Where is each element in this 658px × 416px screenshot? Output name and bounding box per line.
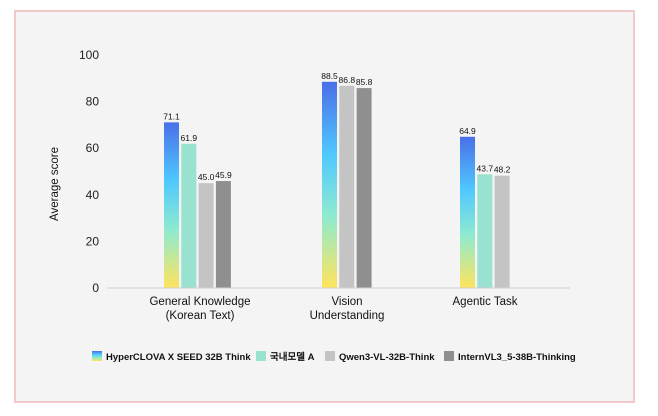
bar [322, 81, 337, 288]
y-tick-label: 40 [86, 188, 100, 202]
legend-label: HyperCLOVA X SEED 32B Think [106, 352, 251, 363]
value-labels: 71.1 61.9 45.0 45.9 88.5 86.8 85.8 64.9 43.7 48.2 [163, 71, 510, 182]
bar-value-label: 45.9 [215, 170, 232, 180]
bar [477, 174, 493, 288]
bar [356, 88, 372, 288]
bar-value-label: 88.5 [321, 71, 338, 81]
legend-swatch [256, 351, 266, 361]
bar [215, 181, 231, 288]
y-tick-label: 0 [92, 281, 99, 295]
category-label: General Knowledge [149, 296, 250, 308]
legend-swatch [325, 351, 335, 361]
bar [198, 183, 214, 288]
y-tick-label: 100 [79, 48, 99, 62]
bar-value-label: 86.8 [339, 75, 356, 85]
bar [339, 85, 355, 288]
bar-value-label: 61.9 [181, 133, 198, 143]
legend: HyperCLOVA X SEED 32B Think 국내모델 A Qwen3-V… [92, 351, 576, 363]
bar [164, 122, 179, 288]
y-axis-label: Average score [49, 147, 61, 221]
y-tick-label: 80 [86, 95, 100, 109]
legend-swatch [444, 351, 454, 361]
y-axis-ticks: 0 20 40 60 80 100 [79, 48, 99, 295]
legend-label: 국내모델 A [270, 351, 315, 363]
bars [164, 81, 510, 288]
bar-value-label: 43.7 [477, 163, 494, 173]
legend-label: InternVL3_5-38B-Thinking [458, 352, 576, 363]
y-tick-label: 60 [86, 141, 100, 155]
category-label: Understanding [310, 310, 385, 322]
category-label: Vision [331, 296, 362, 308]
bar [494, 175, 510, 288]
bar-value-label: 85.8 [356, 77, 373, 87]
bar-value-label: 45.0 [198, 172, 215, 182]
category-labels: General Knowledge (Korean Text) Vision Unde… [149, 296, 517, 322]
legend-label: Qwen3-VL-32B-Think [339, 352, 435, 363]
bar-value-label: 48.2 [494, 165, 511, 175]
category-label: Agentic Task [453, 296, 518, 308]
bar-value-label: 64.9 [459, 126, 476, 136]
legend-swatch [92, 351, 102, 361]
bar-value-label: 71.1 [163, 111, 180, 121]
bar [460, 136, 475, 288]
category-label: (Korean Text) [166, 310, 235, 322]
y-tick-label: 20 [86, 234, 100, 248]
bar [181, 143, 197, 288]
